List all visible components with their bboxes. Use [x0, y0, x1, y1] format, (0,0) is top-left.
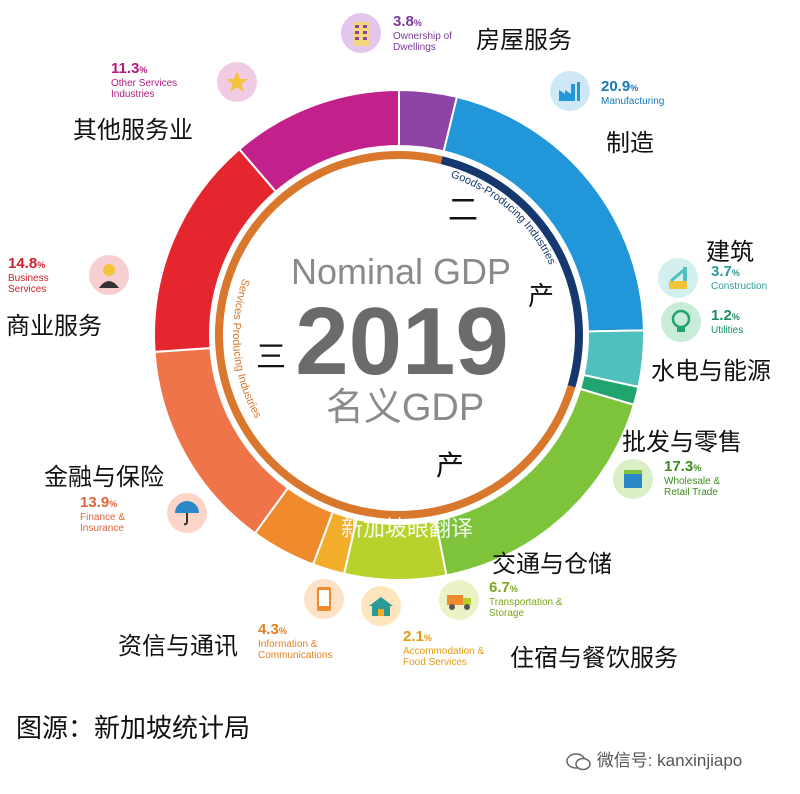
slice-label-utilities: 1.2% Utilities [711, 307, 744, 337]
en-label: Other Services Industries [111, 78, 178, 100]
pct-symbol: % [509, 584, 518, 594]
en-label: Transportation & Storage [489, 597, 563, 619]
building-icon [340, 12, 382, 54]
slice-label-transport: 6.7% Transportation & Storage [489, 579, 563, 620]
umbrella-icon [166, 492, 208, 534]
pct-symbol: % [37, 260, 46, 270]
en-label: Construction [711, 281, 768, 292]
slice-business [153, 147, 278, 353]
star-icon [216, 61, 258, 103]
cn-label-manufacturing: 制造 [606, 129, 654, 157]
services-cn-left: 三 [256, 341, 286, 374]
wechat-icon [566, 752, 592, 772]
hotel-icon [360, 585, 402, 627]
en-label: Utilities [711, 325, 744, 336]
lightbulb-icon [660, 301, 702, 343]
pct-value: 14.8 [8, 255, 38, 272]
cn-label-infocomm: 资信与通讯 [118, 632, 238, 660]
en-label: Business Services [8, 273, 49, 295]
goods-cn-top: 二 [448, 194, 478, 227]
chart-year: 2019 [295, 288, 509, 395]
cn-label-transport: 交通与仓储 [492, 550, 612, 578]
cn-label-wholesale: 批发与零售 [622, 428, 742, 456]
pct-value: 11.3 [111, 60, 140, 77]
en-label: Accommodation & Food Services [403, 646, 485, 668]
pct-symbol: % [278, 626, 287, 636]
factory-icon [549, 70, 591, 112]
pct-value: 4.3 [258, 621, 279, 638]
mobile-phone-icon [303, 578, 345, 620]
en-label: Wholesale & Retail Trade [664, 476, 721, 498]
wechat-text: 微信号: kanxinjiapo [596, 751, 743, 770]
en-label: Finance & Insurance [80, 512, 126, 534]
pct-symbol: % [109, 499, 118, 509]
chart-title: Nominal GDP [291, 251, 511, 292]
goods-cn-bottom: 产 [528, 281, 554, 311]
watermark-text: 新加坡眼翻译 [341, 516, 473, 541]
truck-icon [438, 579, 480, 621]
businessman-icon [88, 254, 130, 296]
pct-symbol: % [731, 268, 740, 278]
cn-label-ownership: 房屋服务 [476, 26, 572, 54]
cn-label-business: 商业服务 [6, 312, 102, 340]
pct-value: 17.3 [664, 458, 694, 475]
pct-value: 6.7 [489, 579, 510, 596]
slice-label-infocomm: 4.3% Information & Communications [258, 621, 333, 662]
en-label: Information & Communications [258, 639, 333, 661]
slice-label-construction: 3.7% Construction [711, 263, 768, 293]
pct-symbol: % [413, 18, 422, 28]
pct-symbol: % [423, 633, 432, 643]
en-label: Manufacturing [601, 96, 665, 107]
cn-label-accommodation: 住宿与餐饮服务 [510, 644, 678, 672]
cn-label-construction: 建筑 [706, 238, 754, 266]
slice-label-wholesale: 17.3% Wholesale & Retail Trade [664, 458, 721, 499]
pct-value: 13.9 [80, 494, 110, 511]
slice-other [237, 88, 400, 194]
pct-symbol: % [731, 312, 740, 322]
pct-value: 3.7 [711, 263, 732, 280]
source-note: 图源：新加坡统计局 [16, 714, 251, 744]
cn-label-utilities: 水电与能源 [651, 357, 771, 385]
slice-label-ownership: 3.8% Ownership of Dwellings [393, 13, 452, 54]
pct-value: 3.8 [393, 13, 414, 30]
pct-symbol: % [630, 83, 639, 93]
pct-symbol: % [693, 463, 702, 473]
slice-label-business: 14.8% Business Services [8, 255, 49, 296]
pct-value: 2.1 [403, 628, 424, 645]
pct-value: 20.9 [601, 78, 631, 95]
pct-symbol: % [139, 65, 148, 75]
wechat-id: 微信号: kanxinjiapo [566, 746, 742, 772]
en-label: Ownership of Dwellings [393, 31, 452, 53]
pct-value: 1.2 [711, 307, 732, 324]
crane-icon [657, 257, 699, 299]
cn-label-finance: 金融与保险 [44, 463, 164, 491]
cn-label-other: 其他服务业 [73, 116, 193, 144]
slice-label-manufacturing: 20.9% Manufacturing [601, 78, 665, 108]
slice-label-finance: 13.9% Finance & Insurance [80, 494, 126, 535]
chart-title-cn: 名义GDP [326, 387, 484, 429]
slice-label-other: 11.3% Other Services Industries [111, 60, 178, 101]
shop-icon [612, 458, 654, 500]
slice-label-accommodation: 2.1% Accommodation & Food Services [403, 628, 485, 669]
services-cn-bottom: 产 [436, 450, 464, 481]
